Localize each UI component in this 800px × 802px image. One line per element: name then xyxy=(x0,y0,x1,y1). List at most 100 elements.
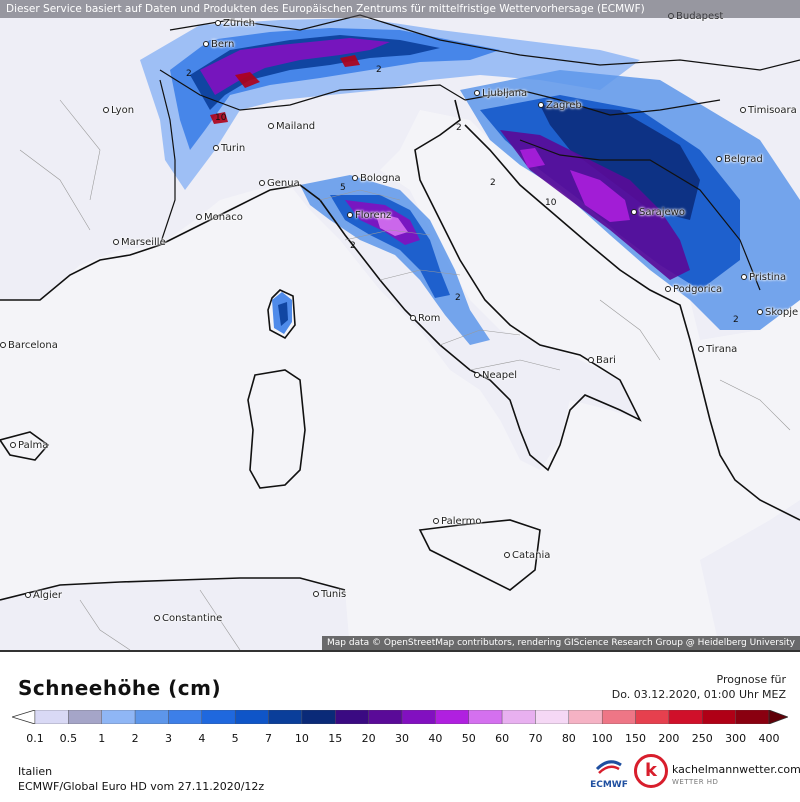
scale-tick-label: 0.1 xyxy=(26,732,44,745)
city-name: Palermo xyxy=(441,516,482,527)
city-name: Belgrad xyxy=(724,154,763,165)
scale-box xyxy=(68,710,102,724)
scale-tick-label: 150 xyxy=(625,732,647,745)
city-marker-icon xyxy=(259,180,265,186)
scale-tick-label: 7 xyxy=(265,732,273,745)
contour-label: 2 xyxy=(456,123,462,133)
city-name: Podgorica xyxy=(673,284,723,295)
map-canvas: 2 2 10 2 2 5 2 2 2 10 xyxy=(0,14,800,650)
city-label: Podgorica xyxy=(665,284,722,295)
snow-balkans-deep xyxy=(540,105,700,220)
city-name: Ljubljana xyxy=(482,88,528,99)
city-label: Marseille xyxy=(113,237,166,248)
city-name: Catania xyxy=(512,550,551,561)
scale-tick-label: 70 xyxy=(528,732,543,745)
scale-tick-label: 30 xyxy=(395,732,409,745)
scale-tick-label: 20 xyxy=(361,732,376,745)
city-marker-icon xyxy=(757,309,763,315)
contour-label: 2 xyxy=(350,241,356,251)
city-name: Algier xyxy=(33,590,63,601)
scale-box xyxy=(201,710,236,724)
scale-box xyxy=(501,710,536,724)
city-name: Bologna xyxy=(360,173,401,184)
city-name: Mailand xyxy=(276,121,316,132)
city-label: Palermo xyxy=(433,516,481,527)
city-marker-icon xyxy=(741,274,747,280)
city-marker-icon xyxy=(504,552,510,558)
city-name: Tirana xyxy=(706,344,738,355)
brand-name: kachelmannwetter.com xyxy=(672,763,800,776)
national-borders xyxy=(159,14,800,291)
scale-tick-label: 40 xyxy=(428,732,443,745)
city-label: Zagreb xyxy=(538,100,582,111)
model-info: ECMWF/Global Euro HD vom 27.11.2020/12z xyxy=(18,780,265,793)
scale-arrow-right-icon xyxy=(768,710,788,724)
city-label: Sarajewo xyxy=(631,207,685,218)
scale-box xyxy=(735,710,770,724)
city-marker-icon xyxy=(740,107,746,113)
city-marker-icon xyxy=(313,591,319,597)
scale-tick-label: 0.5 xyxy=(59,732,78,745)
coast-balkans xyxy=(464,124,800,521)
scale-box xyxy=(468,710,503,724)
city-label: Constantine xyxy=(154,613,222,624)
scale-box xyxy=(301,710,336,724)
contour-label: 5 xyxy=(340,183,346,193)
city-name: Bern xyxy=(211,39,235,50)
scale-tick-label: 50 xyxy=(461,732,476,745)
scale-tick-label: 15 xyxy=(328,732,343,745)
scale-tick-label: 2 xyxy=(131,732,139,745)
city-label: Catania xyxy=(504,550,550,561)
city-marker-icon xyxy=(154,615,160,621)
city-marker-icon xyxy=(213,145,219,151)
city-marker-icon xyxy=(10,442,16,448)
snow-corsica-deep xyxy=(278,302,288,326)
scale-box xyxy=(435,710,469,724)
city-marker-icon xyxy=(474,90,480,96)
contour-label: 10 xyxy=(215,113,227,123)
city-name: Tunis xyxy=(321,589,347,600)
city-name: Monaco xyxy=(204,212,243,223)
scale-tick-label: 60 xyxy=(495,732,510,745)
contour-label: 2 xyxy=(733,315,739,325)
coast-corsica xyxy=(267,289,296,340)
snow-dinaric-peaks xyxy=(520,148,630,222)
scale-box xyxy=(234,710,269,724)
snow-alps-heavy xyxy=(200,38,390,95)
city-marker-icon xyxy=(347,212,353,218)
kachelmann-brand: kachelmannwetter.com WETTER HD xyxy=(672,764,800,788)
city-name: Bari xyxy=(596,355,616,366)
contour-label: 10 xyxy=(545,198,557,208)
scale-tick-label: 300 xyxy=(725,732,747,745)
color-scale-boxes xyxy=(12,710,788,724)
forecast-label: Prognose für xyxy=(716,673,787,686)
city-marker-icon xyxy=(0,342,6,348)
city-label: Pristina xyxy=(741,272,786,283)
coast-sardinia xyxy=(247,369,306,489)
regional-borders xyxy=(19,99,791,650)
city-marker-icon xyxy=(410,315,416,321)
disclaimer-banner: Dieser Service basiert auf Daten und Pro… xyxy=(0,0,800,18)
scale-box xyxy=(368,710,403,724)
snow-apennines-peak xyxy=(375,212,408,236)
city-name: Skopje xyxy=(765,307,799,318)
city-marker-icon xyxy=(588,357,594,363)
scale-tick-label: 1 xyxy=(98,732,106,745)
scale-tick-label: 3 xyxy=(164,732,172,745)
scale-box xyxy=(702,710,736,724)
city-marker-icon xyxy=(352,175,358,181)
city-name: Neapel xyxy=(482,370,518,381)
scale-arrow-left-icon xyxy=(12,710,36,724)
snow-apennines-mid xyxy=(330,195,450,298)
city-label: Zürich xyxy=(215,18,255,29)
city-label: Monaco xyxy=(196,212,243,223)
scale-box xyxy=(668,710,703,724)
city-marker-icon xyxy=(474,372,480,378)
scale-tick-label: 400 xyxy=(758,732,780,745)
contour-label: 2 xyxy=(490,178,496,188)
scale-box xyxy=(535,710,570,724)
city-label: Belgrad xyxy=(716,154,763,165)
city-name: Zürich xyxy=(223,18,255,29)
legend-title: Schneehöhe (cm) xyxy=(18,676,222,700)
city-label: Tunis xyxy=(313,589,346,600)
